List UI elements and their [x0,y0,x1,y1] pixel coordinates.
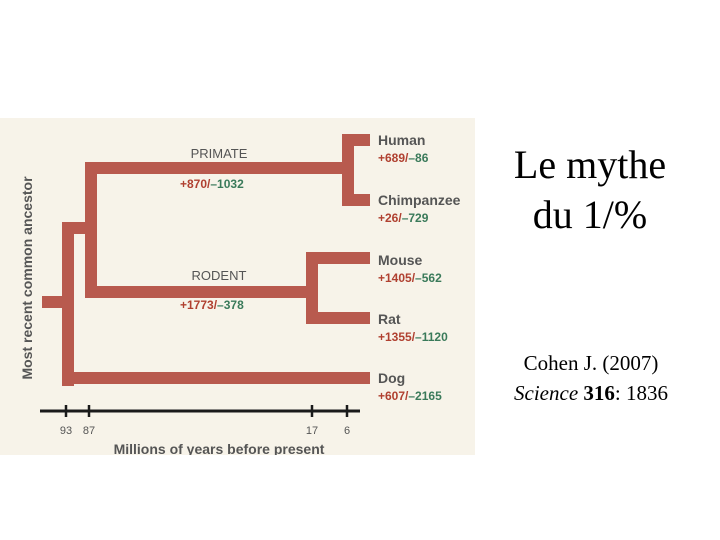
tick-label-87: 87 [83,425,95,437]
mouse-rat-vertical [306,252,318,324]
leaf-chimpanzee-change: +26/–729 [378,211,429,225]
primate-label: PRIMATE [191,146,248,161]
mouse-branch [306,252,370,264]
phylogenetic-tree: Most recent common ancestor PRIMATE +870… [19,132,461,455]
loss-value: –729 [402,211,429,225]
leaf-dog-name: Dog [378,370,405,386]
rodent-branch [85,286,313,298]
citation-journal: Science [514,381,579,405]
leaf-mouse-name: Mouse [378,252,423,268]
leaf-dog-change: +607/–2165 [378,389,442,403]
loss-value: –562 [415,271,442,285]
slide-title-line2: du 1/% [532,192,648,237]
citation: Cohen J. (2007) Science 316: 1836 [478,348,704,408]
primate-change: +870/–1032 [180,177,244,191]
gain-value: +607/ [378,389,409,403]
gain-value: +1773/ [180,298,218,312]
loss-value: –2165 [408,389,442,403]
gain-value: +1355/ [378,330,416,344]
dog-branch [62,372,370,384]
tree-branches [42,134,370,386]
primate-rodent-vertical [85,162,97,298]
gain-value: +870/ [180,177,211,191]
leaf-mouse-change: +1405/–562 [378,271,442,285]
tick-label-17: 17 [306,425,318,437]
gain-value: +689/ [378,151,409,165]
rodent-label: RODENT [192,268,247,283]
primate-branch [85,162,352,174]
root-vertical [62,222,74,386]
leaf-chimpanzee-name: Chimpanzee [378,192,461,208]
loss-value: –1032 [210,177,244,191]
gain-value: +26/ [378,211,402,225]
time-axis [40,405,360,417]
citation-author-year: Cohen J. (2007) [523,351,659,375]
leaf-human-change: +689/–86 [378,151,429,165]
gain-value: +1405/ [378,271,416,285]
rat-branch [306,312,370,324]
slide-title: Le mythe du 1/% [490,140,690,240]
loss-value: –378 [217,298,244,312]
slide-title-line1: Le mythe [513,142,667,187]
human-branch [342,134,370,146]
loss-value: –86 [408,151,428,165]
leaf-rat-name: Rat [378,311,401,327]
chimpanzee-branch [342,194,370,206]
x-axis-label: Millions of years before present [114,441,325,455]
human-chimp-vertical [342,134,354,206]
tick-label-6: 6 [344,425,350,437]
primate-rodent-branch [62,222,88,234]
leaf-rat-change: +1355/–1120 [378,330,448,344]
leaf-human-name: Human [378,132,425,148]
citation-volume: 316 [583,381,615,405]
phylogenetic-tree-figure: Most recent common ancestor PRIMATE +870… [0,118,475,455]
citation-reference: Science 316: 1836 [478,378,704,408]
tick-label-93: 93 [60,425,72,437]
rodent-change: +1773/–378 [180,298,244,312]
loss-value: –1120 [415,330,448,344]
y-axis-label: Most recent common ancestor [19,176,35,380]
citation-pages: : 1836 [614,381,668,405]
